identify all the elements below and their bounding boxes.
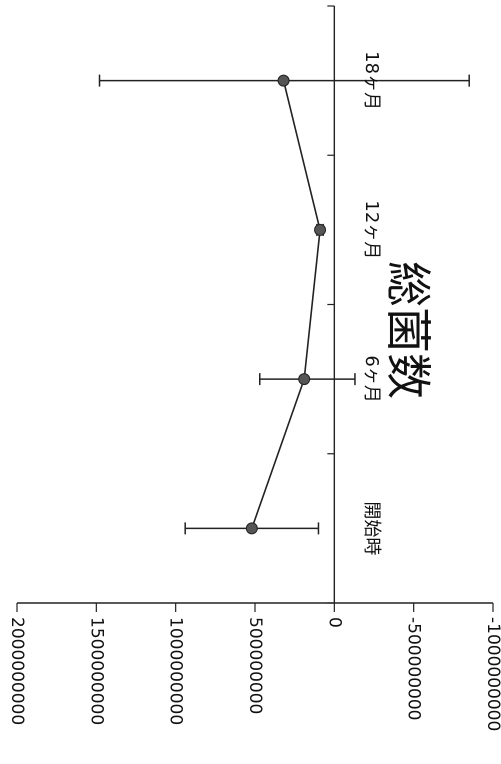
chart-title: 総菌数 (381, 261, 435, 399)
value-tick-label: 2000000000 (7, 617, 27, 725)
value-tick-label: -1000000000 (483, 617, 501, 731)
value-tick-label: 1000000000 (166, 617, 186, 725)
series-line (251, 80, 321, 529)
category-label: 6ヶ月 (361, 355, 382, 402)
value-tick-label: 500000000 (245, 617, 265, 714)
value-tick-label: 1500000000 (86, 617, 106, 725)
category-label: 18ヶ月 (361, 51, 382, 110)
data-point (314, 223, 327, 236)
category-label: 12ヶ月 (361, 200, 382, 259)
data-point (245, 522, 258, 535)
data-point (298, 373, 311, 386)
data-point (277, 74, 290, 87)
value-tick-label: 0 (324, 617, 344, 628)
category-label: 開始時 (361, 501, 382, 555)
value-tick-label: -500000000 (404, 617, 424, 720)
